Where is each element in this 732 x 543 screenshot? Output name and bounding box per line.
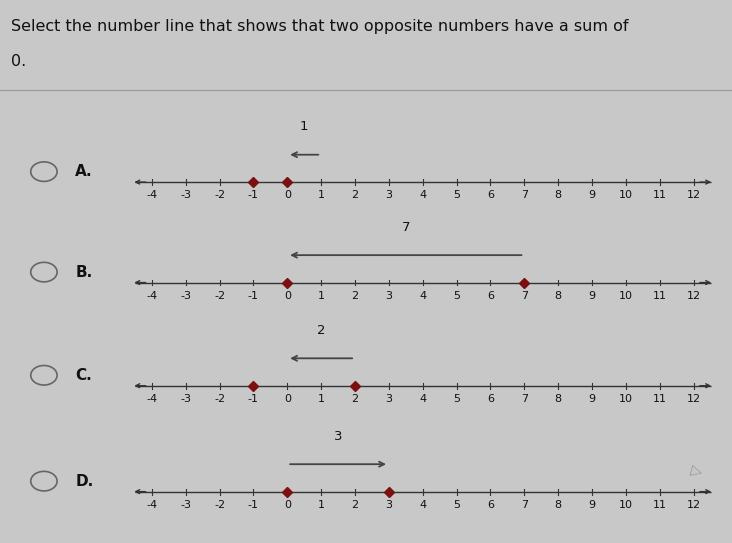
Text: -3: -3	[180, 291, 191, 301]
Text: 7: 7	[520, 500, 528, 510]
Text: 3: 3	[385, 394, 392, 404]
Text: 3: 3	[334, 430, 343, 443]
Text: A.: A.	[75, 164, 93, 179]
Text: 4: 4	[419, 394, 426, 404]
Text: -3: -3	[180, 190, 191, 200]
Text: -1: -1	[248, 291, 259, 301]
Text: 6: 6	[487, 291, 494, 301]
Text: 0: 0	[284, 190, 291, 200]
Text: 10: 10	[619, 500, 633, 510]
Text: -1: -1	[248, 394, 259, 404]
Text: 9: 9	[589, 190, 596, 200]
Text: -4: -4	[146, 190, 157, 200]
Text: 0.: 0.	[11, 54, 26, 70]
Text: 2: 2	[351, 500, 359, 510]
Text: 3: 3	[385, 190, 392, 200]
Text: 11: 11	[653, 394, 667, 404]
Text: 1: 1	[318, 500, 324, 510]
Text: 4: 4	[419, 500, 426, 510]
Text: 10: 10	[619, 190, 633, 200]
Text: 12: 12	[687, 291, 701, 301]
Text: 9: 9	[589, 500, 596, 510]
Text: 7: 7	[402, 220, 410, 233]
Text: 7: 7	[520, 190, 528, 200]
Text: B.: B.	[75, 264, 93, 280]
Text: 0: 0	[284, 394, 291, 404]
Text: 12: 12	[687, 190, 701, 200]
Text: 1: 1	[300, 120, 308, 133]
Text: 4: 4	[419, 190, 426, 200]
Text: 8: 8	[555, 394, 561, 404]
Text: 9: 9	[589, 291, 596, 301]
Text: -2: -2	[214, 500, 225, 510]
Text: -1: -1	[248, 500, 259, 510]
Text: 8: 8	[555, 291, 561, 301]
Text: 7: 7	[520, 291, 528, 301]
Text: 2: 2	[317, 324, 326, 337]
Text: 10: 10	[619, 291, 633, 301]
Text: 9: 9	[589, 394, 596, 404]
Text: 6: 6	[487, 190, 494, 200]
Text: C.: C.	[75, 368, 92, 383]
Text: 0: 0	[284, 500, 291, 510]
Text: -3: -3	[180, 500, 191, 510]
Text: 1: 1	[318, 291, 324, 301]
Text: 5: 5	[453, 500, 460, 510]
Text: -4: -4	[146, 394, 157, 404]
Text: 2: 2	[351, 190, 359, 200]
Text: -4: -4	[146, 291, 157, 301]
Text: 12: 12	[687, 394, 701, 404]
Text: 5: 5	[453, 394, 460, 404]
Text: -2: -2	[214, 190, 225, 200]
Text: 6: 6	[487, 500, 494, 510]
Text: -2: -2	[214, 291, 225, 301]
Text: 5: 5	[453, 190, 460, 200]
Text: 10: 10	[619, 394, 633, 404]
Text: Select the number line that shows that two opposite numbers have a sum of: Select the number line that shows that t…	[11, 19, 629, 34]
Text: -1: -1	[248, 190, 259, 200]
Text: -4: -4	[146, 500, 157, 510]
Text: 3: 3	[385, 291, 392, 301]
Text: 11: 11	[653, 500, 667, 510]
Text: -2: -2	[214, 394, 225, 404]
Text: ▷: ▷	[689, 463, 704, 481]
Text: -3: -3	[180, 394, 191, 404]
Text: 12: 12	[687, 500, 701, 510]
Text: 8: 8	[555, 500, 561, 510]
Text: 4: 4	[419, 291, 426, 301]
Text: 5: 5	[453, 291, 460, 301]
Text: 8: 8	[555, 190, 561, 200]
Text: 7: 7	[520, 394, 528, 404]
Text: 0: 0	[284, 291, 291, 301]
Text: 2: 2	[351, 291, 359, 301]
Text: 6: 6	[487, 394, 494, 404]
Text: 1: 1	[318, 394, 324, 404]
Text: 11: 11	[653, 291, 667, 301]
Text: D.: D.	[75, 473, 94, 489]
Text: 2: 2	[351, 394, 359, 404]
Text: 11: 11	[653, 190, 667, 200]
Text: 3: 3	[385, 500, 392, 510]
Text: 1: 1	[318, 190, 324, 200]
